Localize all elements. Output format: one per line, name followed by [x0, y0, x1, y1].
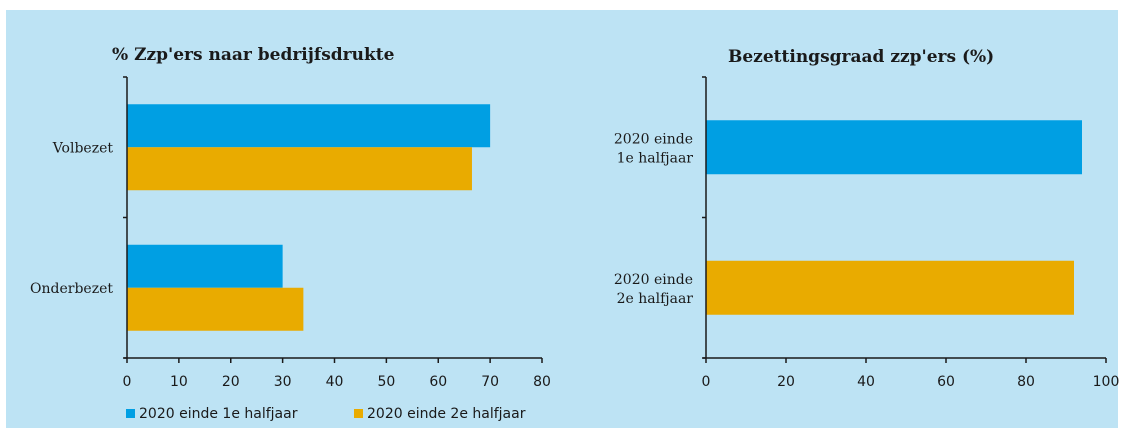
category-label: 2020 einde 2e halfjaar: [614, 272, 693, 307]
x-tick-label: 20: [777, 374, 795, 390]
x-tick-label: 40: [326, 374, 344, 390]
chart1-title: % Zzp'ers naar bedrijfsdrukte: [112, 45, 395, 65]
legend: 2020 einde 1e halfjaar 2020 einde 2e hal…: [126, 406, 526, 422]
legend-swatch-series1: [126, 409, 135, 418]
x-tick-label: 0: [702, 374, 711, 390]
x-tick-label: 100: [1093, 374, 1120, 390]
x-tick-label: 20: [222, 374, 240, 390]
x-tick-label: 70: [481, 374, 499, 390]
x-tick-label: 10: [170, 374, 188, 390]
x-tick-label: 0: [123, 374, 132, 390]
bar-category-2: [706, 260, 1074, 315]
x-tick-label: 60: [937, 374, 955, 390]
chart2-title: Bezettingsgraad zzp'ers (%): [728, 47, 994, 67]
legend-swatch-series2: [354, 409, 363, 418]
x-tick-label: 60: [429, 374, 447, 390]
chart-bezettingsgraad: Bezettingsgraad zzp'ers (%) 2020 einde 1e…: [614, 47, 1119, 390]
category-label: 2020 einde 1e halfjaar: [614, 131, 693, 166]
category-label: Onderbezet: [30, 281, 113, 297]
x-tick-label: 30: [274, 374, 292, 390]
x-tick-label: 50: [377, 374, 395, 390]
legend-label-series1: 2020 einde 1e halfjaar: [139, 406, 298, 422]
x-tick-label: 80: [1017, 374, 1035, 390]
chart-bedrijfsdrukte: % Zzp'ers naar bedrijfsdrukte Volbezet On…: [30, 45, 551, 390]
x-tick-label: 40: [857, 374, 875, 390]
bar-onderbezet-series2: [127, 287, 304, 331]
bar-category-1: [706, 120, 1082, 175]
bar-volbezet-series2: [127, 147, 472, 191]
legend-label-series2: 2020 einde 2e halfjaar: [367, 406, 526, 422]
bar-volbezet-series1: [127, 104, 491, 148]
bar-onderbezet-series1: [127, 244, 283, 288]
x-tick-label: 80: [533, 374, 551, 390]
category-label: Volbezet: [52, 140, 114, 156]
